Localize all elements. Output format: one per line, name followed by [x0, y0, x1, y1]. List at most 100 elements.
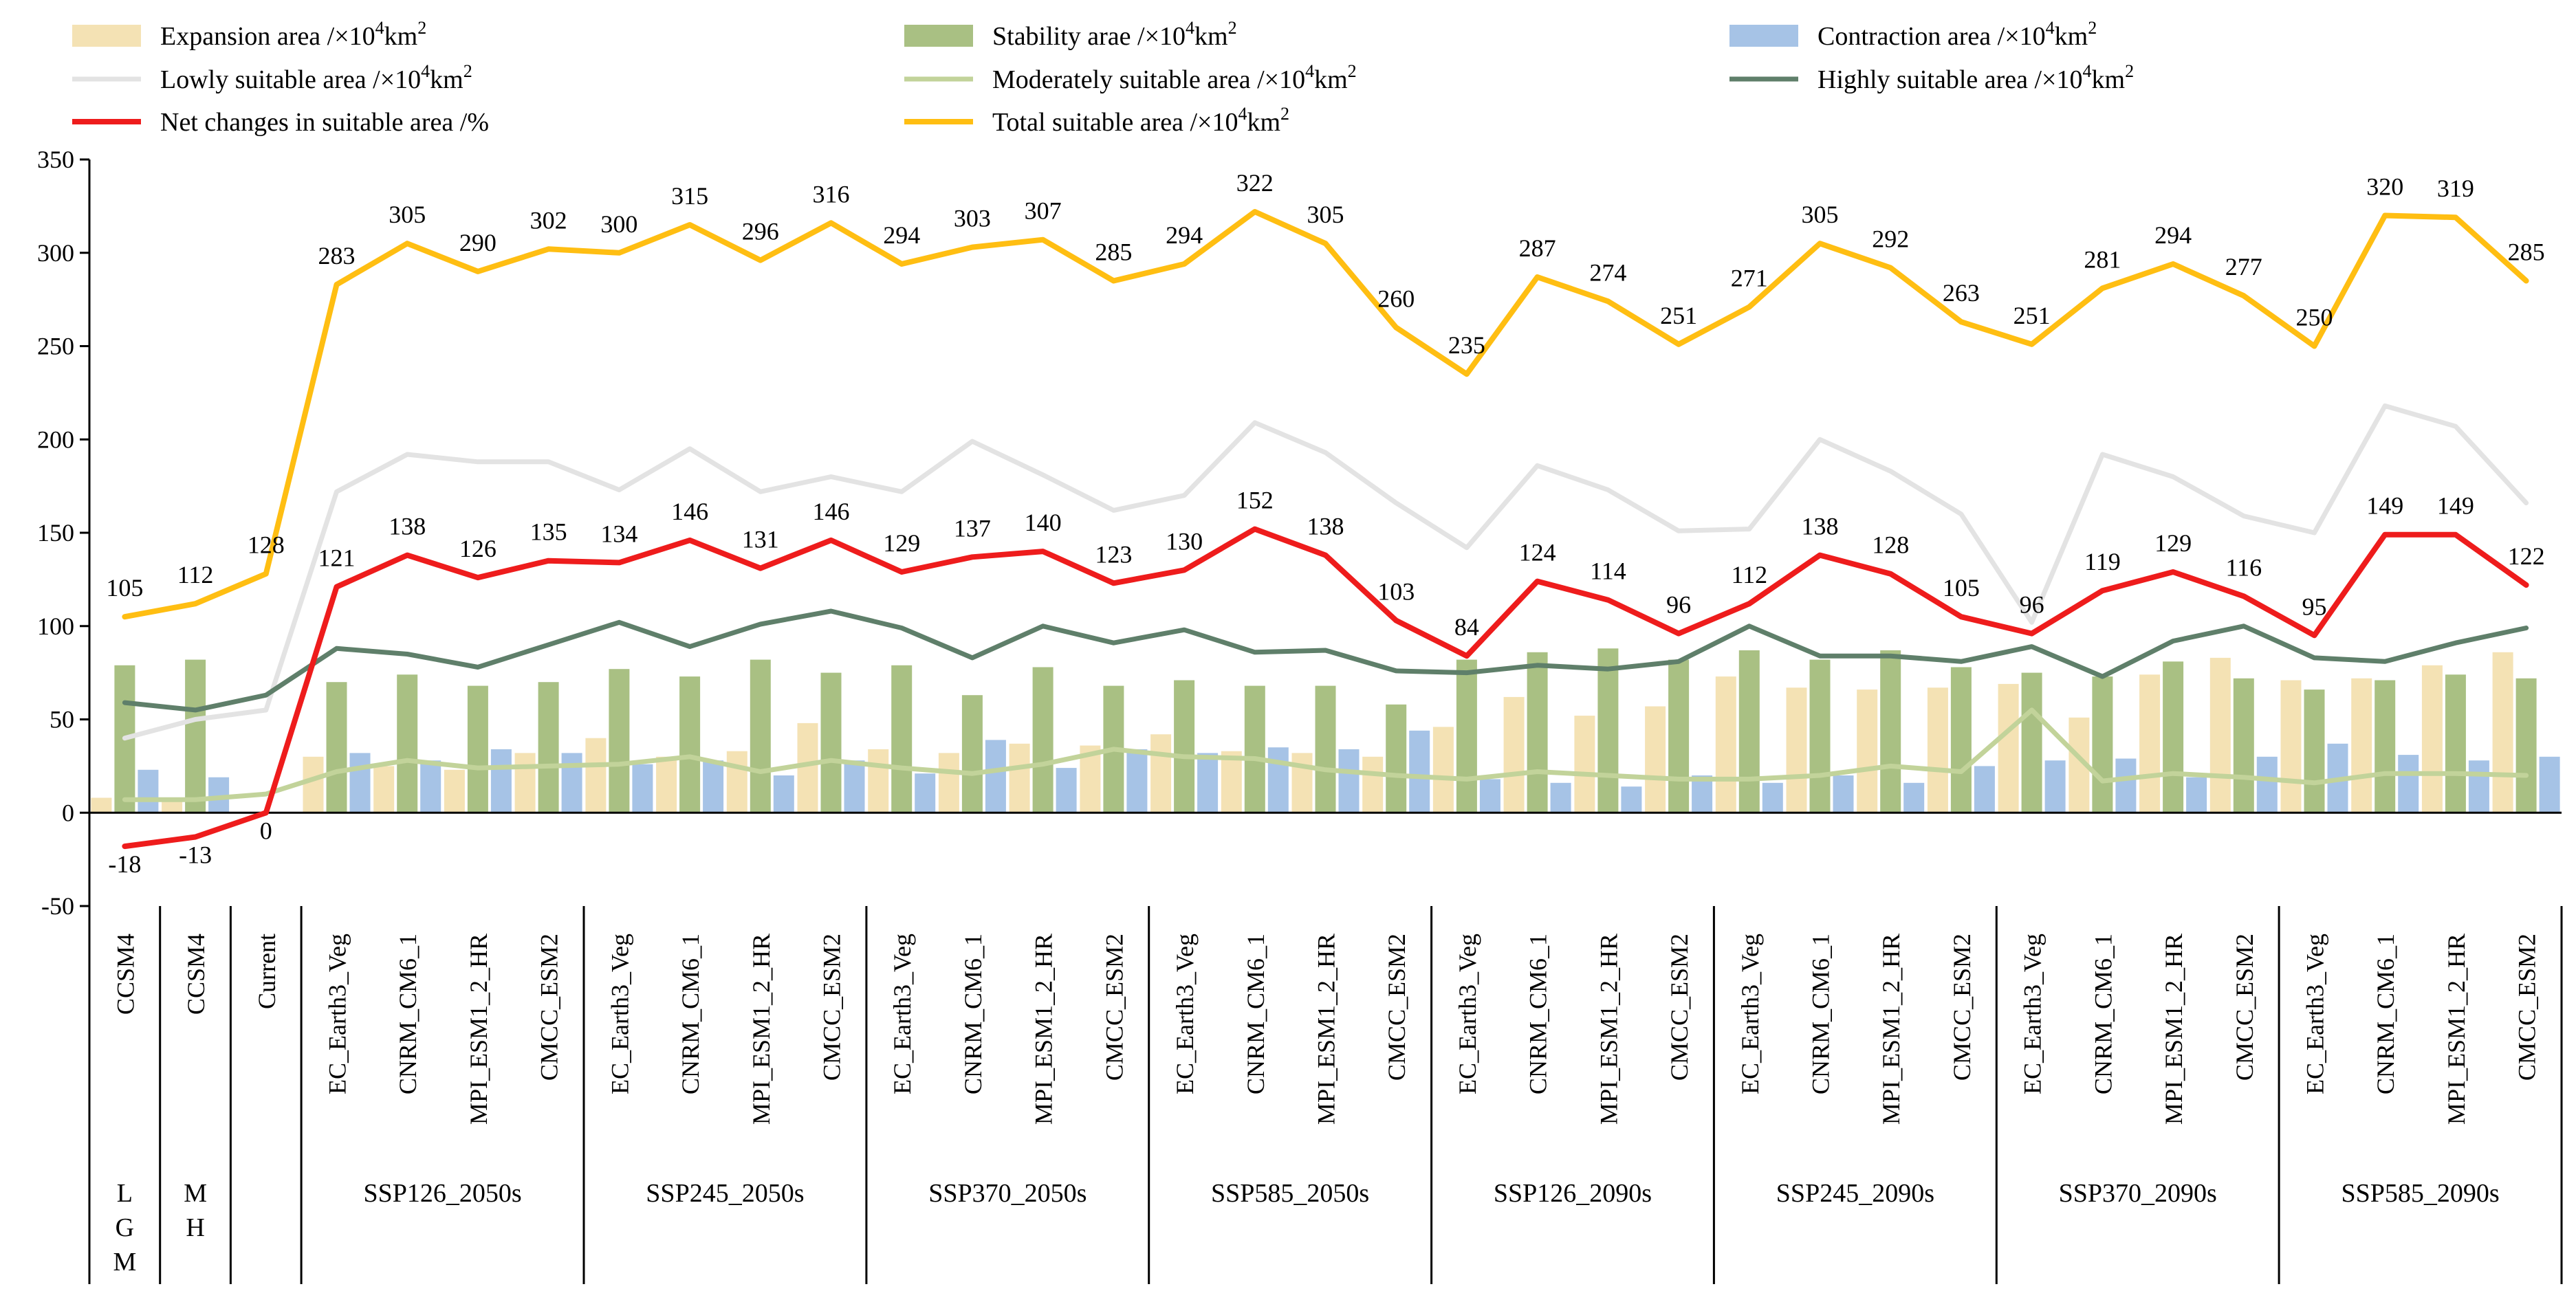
- x-tick-label: CNRM_CM6_1: [1242, 934, 1269, 1094]
- bar: [490, 749, 512, 813]
- bar: [303, 756, 324, 813]
- x-tick-label: Current: [253, 934, 281, 1009]
- x-tick-label: EC_Earth3_Veg: [1736, 934, 1764, 1094]
- bar: [1738, 650, 1760, 813]
- y-tick-label: 300: [37, 239, 74, 267]
- data-label: 296: [742, 218, 779, 245]
- data-label: 146: [671, 498, 708, 525]
- data-label: 149: [2366, 492, 2403, 520]
- data-label: 305: [1802, 201, 1839, 228]
- bar: [444, 769, 465, 813]
- x-tick-label: MPI_ESM1_2_HR: [1877, 934, 1905, 1125]
- bar: [1338, 749, 1360, 813]
- x-tick-label: CMCC_ESM2: [2231, 934, 2258, 1081]
- bar: [585, 738, 607, 813]
- bar: [1668, 659, 1690, 813]
- data-label: 116: [2225, 553, 2262, 581]
- bar: [656, 756, 677, 813]
- bar: [1597, 648, 1619, 813]
- data-label: 290: [459, 229, 496, 256]
- bar: [1456, 659, 1477, 813]
- data-label: 96: [2020, 591, 2044, 619]
- data-label: 250: [2296, 304, 2333, 331]
- data-label: 315: [671, 182, 708, 210]
- bar: [1126, 749, 1148, 813]
- bar: [138, 769, 159, 813]
- bar-series: [89, 648, 2562, 814]
- bar: [1009, 743, 1030, 813]
- bar: [1197, 753, 1219, 813]
- bar: [1362, 756, 1384, 813]
- legend-item-total-suitable-area: Total suitable area /×104km2: [904, 104, 1289, 137]
- bar: [1621, 786, 1642, 813]
- data-label: -13: [179, 841, 212, 869]
- bar: [1927, 687, 1948, 813]
- data-label: 235: [1448, 331, 1485, 359]
- x-tick-label: CCSM4: [111, 934, 139, 1015]
- data-label: 285: [2508, 239, 2545, 266]
- bar: [514, 753, 536, 813]
- legend-swatch: [72, 25, 141, 47]
- data-label: 285: [1095, 239, 1132, 266]
- line-net-changes-in-suitable-area: [122, 526, 2529, 850]
- data-label: 263: [1943, 279, 1980, 307]
- bar: [868, 749, 889, 813]
- data-label: 316: [813, 180, 850, 208]
- legend-item-lowly-suitable-area: Lowly suitable area /×104km2: [72, 61, 472, 94]
- group-label: SSP370_2050s: [928, 1179, 1087, 1208]
- bar: [1479, 779, 1500, 813]
- data-label: 303: [954, 205, 991, 232]
- y-tick-label: 350: [37, 146, 74, 173]
- bar: [1150, 734, 1172, 813]
- bar: [1974, 766, 1995, 813]
- data-label: 121: [318, 544, 356, 572]
- data-label: 294: [883, 221, 920, 249]
- data-label: 294: [1166, 221, 1203, 249]
- data-label: 283: [318, 242, 356, 269]
- bar: [797, 722, 818, 813]
- bar: [1315, 685, 1336, 813]
- x-tick-label: CNRM_CM6_1: [2372, 934, 2399, 1094]
- bar: [2515, 678, 2537, 813]
- bar: [1267, 747, 1289, 813]
- bar: [2375, 680, 2396, 813]
- bar: [1174, 680, 1195, 813]
- group-label: SSP585_2050s: [1211, 1179, 1369, 1208]
- data-label: 137: [954, 514, 991, 542]
- bar: [1645, 706, 1666, 813]
- data-label: 135: [530, 518, 567, 546]
- x-tick-label: EC_Earth3_Veg: [1171, 934, 1199, 1094]
- data-label: 124: [1519, 539, 1556, 566]
- x-tick-label: CMCC_ESM2: [818, 934, 846, 1081]
- x-tick-label: CNRM_CM6_1: [394, 934, 422, 1094]
- line-series: [122, 209, 2529, 850]
- data-label: 119: [2084, 548, 2121, 575]
- bar: [2421, 665, 2443, 813]
- bar: [820, 672, 842, 813]
- data-label: 95: [2302, 593, 2327, 620]
- data-label: 251: [1660, 302, 1697, 329]
- data-label: 305: [389, 201, 426, 228]
- bar: [561, 753, 582, 813]
- x-tick-label: MPI_ESM1_2_HR: [1313, 934, 1340, 1125]
- legend: Expansion area /×104km2 Stability arae /×…: [72, 18, 2134, 137]
- bar: [609, 669, 630, 813]
- data-label: 149: [2437, 492, 2474, 520]
- x-tick-label: CMCC_ESM2: [1948, 934, 1976, 1081]
- data-label: 134: [600, 520, 637, 547]
- x-tick-label: MPI_ESM1_2_HR: [2160, 934, 2187, 1125]
- data-label: 128: [1872, 531, 1909, 559]
- x-tick-label: CMCC_ESM2: [1383, 934, 1410, 1081]
- bar: [703, 760, 724, 813]
- data-label: 138: [389, 513, 426, 540]
- legend-swatch: [904, 25, 973, 47]
- bar: [1432, 727, 1454, 813]
- data-label: 152: [1236, 487, 1274, 514]
- group-label: SSP585_2090s: [2341, 1179, 2499, 1208]
- data-label: 277: [2225, 253, 2262, 280]
- data-label: 294: [2154, 221, 2192, 249]
- bar: [844, 760, 865, 813]
- data-label: 128: [248, 531, 285, 559]
- x-tick-label: EC_Earth3_Veg: [324, 934, 351, 1094]
- line-total-suitable-area: [122, 209, 2529, 620]
